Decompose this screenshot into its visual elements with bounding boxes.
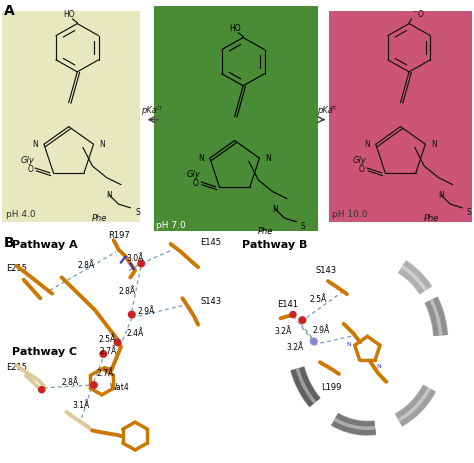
Text: pH 7.0: pH 7.0 xyxy=(156,220,186,229)
Text: N: N xyxy=(199,153,204,163)
Text: N: N xyxy=(33,139,38,149)
Text: A: A xyxy=(4,4,15,18)
Text: E141: E141 xyxy=(277,300,298,308)
Text: 2.9Å: 2.9Å xyxy=(137,307,155,316)
Text: Phe: Phe xyxy=(258,227,273,236)
Text: PT: PT xyxy=(330,105,337,110)
Circle shape xyxy=(310,338,317,345)
Text: 2.8Å: 2.8Å xyxy=(118,286,136,295)
Text: N: N xyxy=(346,341,351,346)
Text: N: N xyxy=(438,191,444,200)
Text: Gly: Gly xyxy=(352,155,366,164)
Text: N: N xyxy=(99,139,105,149)
Text: N: N xyxy=(377,363,382,368)
Text: 2.7Å: 2.7Å xyxy=(97,368,114,377)
Text: Gly: Gly xyxy=(186,169,200,178)
Text: $^-$O: $^-$O xyxy=(411,8,426,19)
Text: B: B xyxy=(4,235,14,249)
Text: 3.2Å: 3.2Å xyxy=(275,326,292,336)
Text: 3.1Å: 3.1Å xyxy=(73,400,90,410)
Circle shape xyxy=(91,382,97,388)
Text: E215: E215 xyxy=(6,362,27,371)
Text: 2.4Å: 2.4Å xyxy=(127,328,144,337)
Text: pH 4.0: pH 4.0 xyxy=(6,210,35,219)
Text: Pathway C: Pathway C xyxy=(12,346,77,357)
Text: Pathway A: Pathway A xyxy=(12,240,77,250)
Text: S: S xyxy=(301,221,306,231)
Text: R197: R197 xyxy=(108,231,129,240)
Text: pH 10.0: pH 10.0 xyxy=(332,210,367,219)
Circle shape xyxy=(299,317,306,324)
Text: 2.8Å: 2.8Å xyxy=(78,260,95,269)
Text: E145: E145 xyxy=(200,237,221,246)
Text: 2.5Å: 2.5Å xyxy=(310,294,327,303)
Circle shape xyxy=(114,339,121,346)
FancyBboxPatch shape xyxy=(329,12,472,222)
Text: Phe: Phe xyxy=(424,213,439,222)
Text: O: O xyxy=(193,178,199,187)
Text: S143: S143 xyxy=(315,266,336,275)
Circle shape xyxy=(138,261,145,267)
Text: 2.7Å: 2.7Å xyxy=(100,346,117,356)
Circle shape xyxy=(128,312,135,318)
Text: E215: E215 xyxy=(6,263,27,272)
Text: N: N xyxy=(431,139,437,149)
Text: pKa: pKa xyxy=(141,106,157,114)
Text: 2.8Å: 2.8Å xyxy=(62,377,79,387)
Text: Pathway B: Pathway B xyxy=(242,240,307,250)
Text: 2.5Å: 2.5Å xyxy=(98,334,115,344)
Text: N: N xyxy=(106,191,112,200)
Text: L199: L199 xyxy=(322,382,342,391)
Text: 2.9Å: 2.9Å xyxy=(313,325,330,334)
FancyBboxPatch shape xyxy=(2,12,140,222)
Text: Gly: Gly xyxy=(20,155,34,164)
Text: HO: HO xyxy=(229,24,241,33)
Text: CT: CT xyxy=(155,105,163,110)
Text: O: O xyxy=(27,164,33,173)
Text: S143: S143 xyxy=(200,296,221,306)
Circle shape xyxy=(100,351,107,357)
Circle shape xyxy=(38,387,45,393)
Circle shape xyxy=(290,312,296,318)
Text: 3.0Å: 3.0Å xyxy=(127,253,144,263)
Text: Phe: Phe xyxy=(92,213,107,222)
FancyBboxPatch shape xyxy=(154,7,318,232)
Text: N: N xyxy=(272,205,278,213)
Text: N: N xyxy=(365,139,370,149)
Text: Wat4: Wat4 xyxy=(110,382,130,391)
Text: S: S xyxy=(135,207,140,217)
Text: 3.2Å: 3.2Å xyxy=(286,342,303,351)
Text: HO: HO xyxy=(63,10,75,19)
Text: N: N xyxy=(265,153,271,163)
Text: S: S xyxy=(467,207,472,217)
Text: O: O xyxy=(359,164,365,173)
Text: pKa: pKa xyxy=(317,106,333,114)
